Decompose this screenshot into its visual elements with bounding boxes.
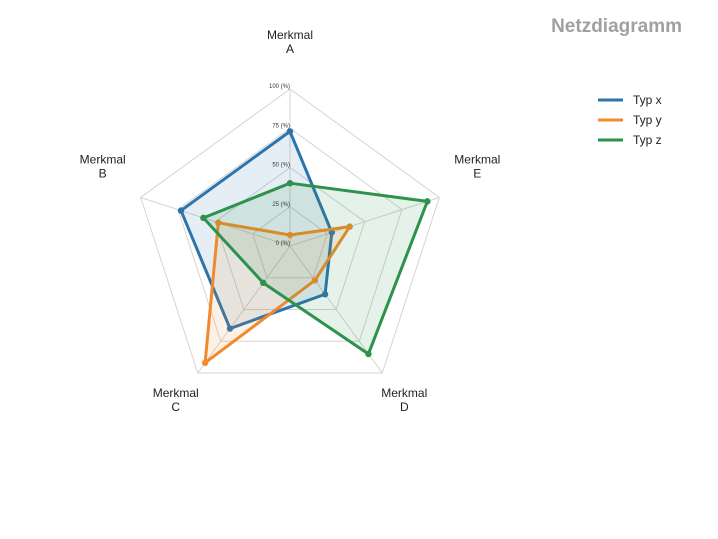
axis-label: Merkmal C bbox=[153, 386, 199, 414]
axis-label: Merkmal B bbox=[80, 152, 126, 180]
series-line bbox=[179, 129, 334, 331]
legend-label: Typ x bbox=[633, 93, 662, 107]
data-point bbox=[365, 350, 372, 358]
data-point bbox=[286, 180, 294, 187]
data-point bbox=[286, 231, 294, 239]
legend-label: Typ z bbox=[633, 133, 662, 147]
tick-label: 75 (%) bbox=[272, 123, 290, 129]
data-point bbox=[321, 291, 329, 298]
tick-label: 50 (%) bbox=[272, 163, 290, 169]
tick-labels: 0 (%) 25 (%) 50 (%) 75 (%) 100 (%) bbox=[269, 84, 290, 247]
data-point bbox=[201, 359, 209, 367]
legend: Typ x Typ y Typ z bbox=[598, 93, 662, 147]
data-point bbox=[311, 277, 319, 284]
tick-label: 100 (%) bbox=[269, 84, 290, 90]
series-layer bbox=[177, 128, 431, 367]
series-area bbox=[203, 183, 428, 354]
axis-label: Merkmal D bbox=[381, 386, 427, 414]
data-point bbox=[424, 198, 431, 205]
series-line bbox=[203, 221, 352, 365]
data-point bbox=[346, 223, 353, 230]
data-point bbox=[260, 279, 267, 287]
axis-label: Merkmal A bbox=[267, 28, 313, 56]
tick-label: 25 (%) bbox=[272, 202, 290, 208]
legend-label: Typ y bbox=[633, 113, 662, 127]
data-point bbox=[226, 325, 234, 332]
chart-title: Netzdiagramm bbox=[551, 16, 682, 37]
series-2 bbox=[200, 180, 431, 358]
data-point bbox=[286, 128, 294, 135]
axis-label: Merkmal E bbox=[454, 152, 500, 180]
axis-labels: Merkmal A Merkmal B Merkmal C Merkmal D Merkmal E bbox=[80, 28, 501, 414]
grid-ring bbox=[140, 88, 440, 374]
grid-ring bbox=[214, 166, 366, 311]
data-point bbox=[200, 214, 207, 222]
data-point bbox=[215, 219, 222, 226]
grid-spoke bbox=[197, 245, 291, 374]
data-point bbox=[177, 207, 185, 214]
grid-spoke bbox=[289, 197, 440, 247]
series-line bbox=[201, 181, 429, 356]
tick-label: 0 (%) bbox=[276, 241, 290, 247]
